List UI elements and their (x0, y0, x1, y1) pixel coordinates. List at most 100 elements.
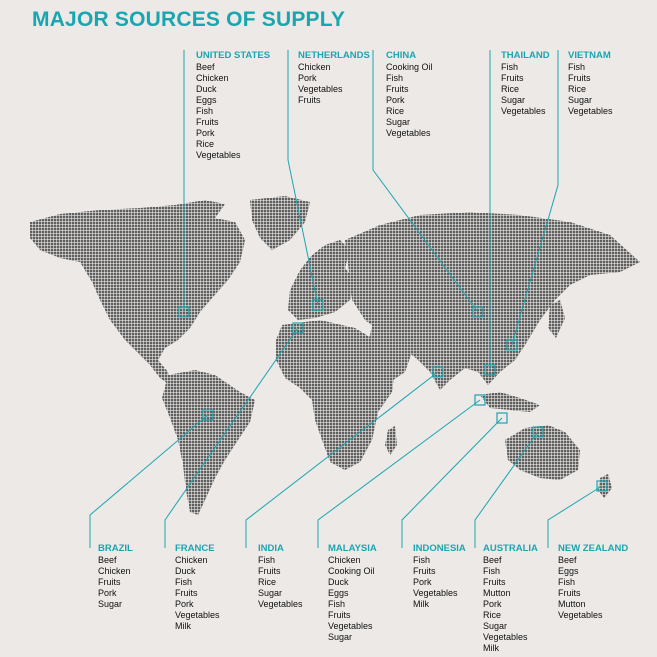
marker-thailand (484, 364, 496, 376)
label-vietnam: VIETNAM Fish Fruits Rice Sugar Vegetable… (568, 50, 613, 117)
supply-item: Rice (501, 84, 520, 94)
country-name: BRAZIL (98, 543, 133, 554)
supply-list: Beef Chicken Duck Eggs Fish Fruits Pork … (196, 62, 270, 161)
label-netherlands: NETHERLANDS Chicken Pork Vegetables Frui… (298, 50, 370, 106)
south-america-landmass (162, 370, 255, 515)
supply-item: Pork (413, 577, 432, 587)
supply-list: Beef Fish Fruits Mutton Pork Rice Sugar … (483, 555, 538, 654)
label-indonesia: INDONESIA Fish Fruits Pork Vegetables Mi… (413, 543, 466, 610)
supply-list: Fish Fruits Pork Vegetables Milk (413, 555, 466, 610)
supply-item: Fruits (175, 588, 198, 598)
supply-item: Duck (196, 84, 217, 94)
supply-item: Pork (196, 128, 215, 138)
marker-australia (532, 426, 544, 438)
supply-item: Sugar (501, 95, 526, 105)
supply-item: Rice (568, 84, 587, 94)
supply-list: Fish Fruits Rice Sugar Vegetables (568, 62, 613, 117)
supply-item: Pork (483, 599, 502, 609)
supply-item: Sugar (98, 599, 123, 609)
country-name: MALAYSIA (328, 543, 377, 554)
supply-item: Milk (483, 643, 499, 653)
supply-item: Vegetables (196, 150, 241, 160)
supply-item: Chicken (175, 555, 208, 565)
africa-landmass (276, 320, 395, 470)
supply-item: Fish (483, 566, 501, 576)
leader-line-brazil (89, 414, 209, 548)
supply-item: Vegetables (298, 84, 343, 94)
supply-item: Eggs (196, 95, 217, 105)
marker-netherlands (312, 299, 324, 311)
country-name: NETHERLANDS (298, 50, 370, 61)
supply-list: Fish Fruits Rice Sugar Vegetables (501, 62, 550, 117)
marker-malaysia (474, 394, 486, 406)
leader-line-france (164, 327, 299, 548)
supply-item: Beef (558, 555, 577, 565)
supply-item: Vegetables (558, 610, 603, 620)
supply-item: Duck (328, 577, 349, 587)
supply-item: Fruits (413, 566, 436, 576)
supply-item: Fish (501, 62, 519, 72)
supply-item: Fruits (386, 84, 409, 94)
marker-united-states (178, 306, 190, 318)
supply-item: Chicken (98, 566, 131, 576)
supply-item: Rice (386, 106, 405, 116)
label-india: INDIA Fish Fruits Rice Sugar Vegetables (258, 543, 303, 610)
supply-item: Vegetables (413, 588, 458, 598)
supply-item: Fruits (558, 588, 581, 598)
supply-item: Mutton (558, 599, 586, 609)
supply-item: Sugar (328, 632, 353, 642)
leader-line-malaysia (317, 399, 481, 548)
supply-item: Chicken (298, 62, 331, 72)
marker-india (432, 366, 444, 378)
europe-landmass (288, 240, 355, 320)
supply-item: Milk (175, 621, 191, 631)
supply-item: Pork (98, 588, 117, 598)
supply-item: Beef (98, 555, 117, 565)
label-australia: AUSTRALIA Beef Fish Fruits Mutton Pork R… (483, 543, 538, 654)
supply-item: Pork (386, 95, 405, 105)
supply-item: Eggs (328, 588, 349, 598)
supply-item: Fruits (328, 610, 351, 620)
supply-item: Fruits (298, 95, 321, 105)
supply-list: Cooking Oil Fish Fruits Pork Rice Sugar … (386, 62, 433, 139)
supply-item: Vegetables (175, 610, 220, 620)
supply-item: Fish (386, 73, 404, 83)
leader-line-new-zealand (547, 485, 603, 548)
marker-france (292, 322, 304, 334)
label-china: CHINA Cooking Oil Fish Fruits Pork Rice … (386, 50, 433, 139)
supply-list: Beef Eggs Fish Fruits Mutton Vegetables (558, 555, 628, 621)
supply-item: Fruits (98, 577, 121, 587)
supply-item: Vegetables (386, 128, 431, 138)
supply-item: Sugar (258, 588, 283, 598)
supply-item: Fruits (196, 117, 219, 127)
supply-list: Beef Chicken Fruits Pork Sugar (98, 555, 133, 610)
supply-list: Chicken Duck Fish Fruits Pork Vegetables… (175, 555, 220, 632)
country-name: FRANCE (175, 543, 215, 554)
marker-indonesia (496, 412, 508, 424)
country-name: UNITED STATES (196, 50, 271, 61)
supply-item: Chicken (328, 555, 361, 565)
leader-line-china (372, 50, 479, 313)
supply-item: Vegetables (258, 599, 303, 609)
supply-item: Sugar (483, 621, 508, 631)
supply-item: Beef (196, 62, 215, 72)
country-name: THAILAND (501, 50, 550, 61)
leader-line-vietnam (511, 50, 559, 346)
asia-landmass (345, 212, 640, 390)
leader-line-india (245, 371, 439, 548)
supply-list: Chicken Cooking Oil Duck Eggs Fish Fruit… (328, 555, 377, 643)
supply-item: Sugar (568, 95, 593, 105)
supply-item: Fruits (483, 577, 506, 587)
supply-item: Fish (328, 599, 346, 609)
continents (30, 196, 640, 515)
australia-landmass (505, 425, 580, 480)
label-malaysia: MALAYSIA Chicken Cooking Oil Duck Eggs F… (328, 543, 377, 643)
country-name: INDONESIA (413, 543, 466, 554)
supply-item: Pork (175, 599, 194, 609)
supply-item: Fish (196, 106, 214, 116)
supply-item: Milk (413, 599, 429, 609)
country-name: CHINA (386, 50, 417, 61)
greenland-landmass (250, 196, 310, 250)
southeast-asia-islands (480, 392, 540, 412)
